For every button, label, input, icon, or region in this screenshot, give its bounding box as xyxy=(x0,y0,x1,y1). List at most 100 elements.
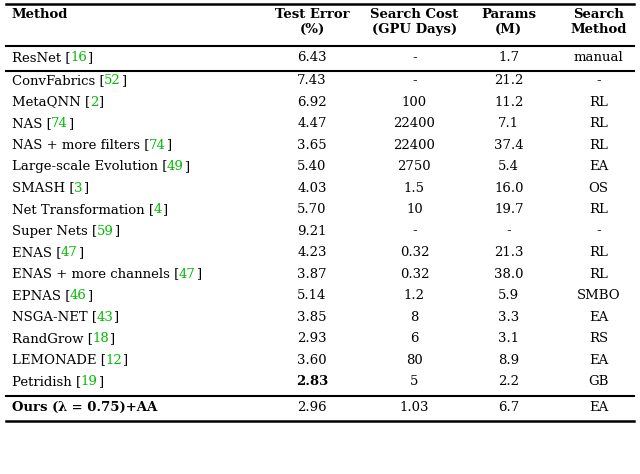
Text: EA: EA xyxy=(589,310,608,324)
Text: Ours (: Ours ( xyxy=(12,401,58,414)
Text: Method: Method xyxy=(12,8,68,21)
Text: EA: EA xyxy=(589,160,608,173)
Text: 18: 18 xyxy=(92,332,109,345)
Text: ]: ] xyxy=(184,160,189,173)
Text: ]: ] xyxy=(87,289,92,302)
Text: RS: RS xyxy=(589,332,608,345)
Text: ]: ] xyxy=(162,203,167,216)
Text: 2: 2 xyxy=(90,96,98,109)
Text: 4: 4 xyxy=(154,203,162,216)
Text: MetaQNN [: MetaQNN [ xyxy=(12,96,90,109)
Text: ]: ] xyxy=(98,96,103,109)
Text: 74: 74 xyxy=(149,138,166,152)
Text: 5.40: 5.40 xyxy=(298,160,326,173)
Text: OS: OS xyxy=(588,182,609,195)
Text: 3.60: 3.60 xyxy=(297,354,327,366)
Text: ConvFabrics [: ConvFabrics [ xyxy=(12,74,104,87)
Text: SMBO: SMBO xyxy=(577,289,620,302)
Text: RL: RL xyxy=(589,246,608,259)
Text: 38.0: 38.0 xyxy=(494,268,524,281)
Text: 5: 5 xyxy=(410,375,419,388)
Text: 19: 19 xyxy=(81,375,97,388)
Text: 21.2: 21.2 xyxy=(494,74,524,87)
Text: Super Nets [: Super Nets [ xyxy=(12,225,97,237)
Text: 5.14: 5.14 xyxy=(298,289,326,302)
Text: 43: 43 xyxy=(97,310,113,324)
Text: GB: GB xyxy=(588,375,609,388)
Text: -: - xyxy=(596,74,601,87)
Text: LEMONADE [: LEMONADE [ xyxy=(12,354,106,366)
Text: 80: 80 xyxy=(406,354,423,366)
Text: 6.7: 6.7 xyxy=(498,401,520,414)
Text: 9.21: 9.21 xyxy=(297,225,327,237)
Text: Params
(M): Params (M) xyxy=(481,8,536,36)
Text: 4.47: 4.47 xyxy=(297,117,327,130)
Text: 8.9: 8.9 xyxy=(498,354,520,366)
Text: -: - xyxy=(412,74,417,87)
Text: 12: 12 xyxy=(106,354,122,366)
Text: ]: ] xyxy=(97,375,102,388)
Text: 11.2: 11.2 xyxy=(494,96,524,109)
Text: 52: 52 xyxy=(104,74,121,87)
Text: ENAS [: ENAS [ xyxy=(12,246,61,259)
Text: ]: ] xyxy=(113,310,118,324)
Text: Petridish [: Petridish [ xyxy=(12,375,81,388)
Text: 0.32: 0.32 xyxy=(399,246,429,259)
Text: 2.96: 2.96 xyxy=(297,401,327,414)
Text: -: - xyxy=(596,225,601,237)
Text: 5.70: 5.70 xyxy=(297,203,327,216)
Text: ResNet [: ResNet [ xyxy=(12,51,70,64)
Text: 7.43: 7.43 xyxy=(297,74,327,87)
Text: EA: EA xyxy=(589,354,608,366)
Text: RL: RL xyxy=(589,268,608,281)
Text: 100: 100 xyxy=(402,96,427,109)
Text: ]: ] xyxy=(109,332,115,345)
Text: 2.2: 2.2 xyxy=(499,375,519,388)
Text: 74: 74 xyxy=(51,117,68,130)
Text: 2.83: 2.83 xyxy=(296,375,328,388)
Text: -: - xyxy=(412,225,417,237)
Text: EA: EA xyxy=(589,401,608,414)
Text: ]: ] xyxy=(78,246,83,259)
Text: 3: 3 xyxy=(74,182,83,195)
Text: RL: RL xyxy=(589,203,608,216)
Text: Large-scale Evolution [: Large-scale Evolution [ xyxy=(12,160,167,173)
Text: = 0.75)+AA: = 0.75)+AA xyxy=(67,401,157,414)
Text: 22400: 22400 xyxy=(394,117,435,130)
Text: RandGrow [: RandGrow [ xyxy=(12,332,92,345)
Text: ]: ] xyxy=(121,74,126,87)
Text: 6: 6 xyxy=(410,332,419,345)
Text: Search
Method: Search Method xyxy=(570,8,627,36)
Text: 10: 10 xyxy=(406,203,423,216)
Text: 4.03: 4.03 xyxy=(297,182,327,195)
Text: ]: ] xyxy=(122,354,127,366)
Text: 21.3: 21.3 xyxy=(494,246,524,259)
Text: λ: λ xyxy=(58,401,67,414)
Text: 0.32: 0.32 xyxy=(399,268,429,281)
Text: 1.03: 1.03 xyxy=(399,401,429,414)
Text: manual: manual xyxy=(573,51,623,64)
Text: 49: 49 xyxy=(167,160,184,173)
Text: 2750: 2750 xyxy=(397,160,431,173)
Text: 3.65: 3.65 xyxy=(297,138,327,152)
Text: ]: ] xyxy=(68,117,73,130)
Text: RL: RL xyxy=(589,117,608,130)
Text: RL: RL xyxy=(589,96,608,109)
Text: Search Cost
(GPU Days): Search Cost (GPU Days) xyxy=(371,8,458,36)
Text: ENAS + more channels [: ENAS + more channels [ xyxy=(12,268,179,281)
Text: NAS + more filters [: NAS + more filters [ xyxy=(12,138,149,152)
Text: 6.43: 6.43 xyxy=(297,51,327,64)
Text: 1.7: 1.7 xyxy=(498,51,520,64)
Text: ]: ] xyxy=(113,225,118,237)
Text: -: - xyxy=(506,225,511,237)
Text: 59: 59 xyxy=(97,225,113,237)
Text: 5.4: 5.4 xyxy=(499,160,519,173)
Text: 7.1: 7.1 xyxy=(498,117,520,130)
Text: -: - xyxy=(412,51,417,64)
Text: EPNAS [: EPNAS [ xyxy=(12,289,70,302)
Text: 1.2: 1.2 xyxy=(404,289,425,302)
Text: 16: 16 xyxy=(70,51,87,64)
Text: ]: ] xyxy=(83,182,88,195)
Text: 46: 46 xyxy=(70,289,87,302)
Text: SMASH [: SMASH [ xyxy=(12,182,74,195)
